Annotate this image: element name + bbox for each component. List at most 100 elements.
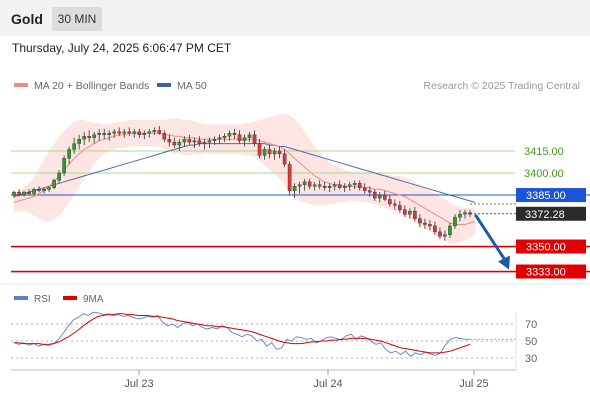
candle-63 [327,183,332,193]
candle-body-65 [337,184,342,188]
candle-5 [37,186,41,193]
candle-9 [57,170,61,184]
candle-56 [292,183,297,198]
candle-body-3 [27,191,31,194]
candle-body-84 [433,225,437,233]
candle-body-28 [152,130,157,133]
candle-82 [423,218,427,229]
candle-body-51 [267,149,272,155]
candle-79 [408,208,412,219]
candle-body-67 [347,184,352,187]
candle-body-75 [388,199,392,205]
candle-body-20 [112,131,117,134]
candle-3 [27,189,31,196]
candle-body-58 [302,181,307,185]
candle-37 [197,136,202,147]
legend-9ma: 9MA [63,294,104,305]
candle-body-1 [17,191,21,196]
level-box-3 [516,239,586,254]
candle-body-9 [57,172,61,181]
candle-77 [398,200,402,213]
rsi-line [13,311,470,357]
candle-35 [187,134,192,146]
candle-71 [367,186,372,197]
candle-41 [217,134,222,144]
candle-body-31 [167,138,172,143]
candle-body-14 [82,136,86,140]
legend-ma20: MA 20 + Bollinger Bands [14,80,149,92]
candle-25 [137,128,142,138]
ma50-label: MA 50 [177,80,207,92]
candle-73 [378,192,382,203]
candle-87 [448,223,452,238]
bollinger-bands [14,114,476,244]
candle-61 [317,180,322,190]
candle-78 [403,205,407,218]
candle-44 [232,128,237,140]
candle-body-39 [207,140,212,143]
candle-body-40 [212,138,217,141]
candle-body-55 [287,163,292,191]
candle-58 [302,178,307,191]
candle-body-33 [177,141,182,146]
candle-body-70 [362,187,367,191]
candle-body-41 [217,137,222,140]
candle-11 [67,146,71,165]
candle-74 [383,190,387,201]
candle-55 [287,161,292,196]
candle-body-61 [317,184,322,187]
level-label-1: 3400.00 [524,168,564,180]
candle-body-85 [438,231,442,237]
candle-body-24 [132,131,137,134]
candle-body-0 [12,191,16,196]
candle-45 [237,130,242,144]
candle-body-62 [322,186,327,188]
price-overlay: 3372.28 [470,203,586,270]
candle-body-23 [127,131,132,134]
rsi-label: RSI [34,294,51,305]
candle-17 [97,128,101,141]
x-tick-label-1: Jul 24 [313,378,342,390]
candle-29 [157,125,162,135]
research-credit: Research © 2025 Trading Central [423,80,580,92]
candle-15 [87,130,91,143]
candle-body-74 [383,194,387,200]
candle-body-77 [398,205,402,210]
timeframe-button[interactable]: 30 MIN [52,7,102,31]
candle-4 [32,187,36,196]
level-label-2: 3385.00 [526,190,566,202]
candle-66 [342,183,347,193]
ma50-swatch [157,83,171,88]
ma9-swatch [63,296,77,301]
candle-30 [162,130,167,143]
x-tick-label-0: Jul 23 [124,378,153,390]
instrument-title: Gold [11,11,43,27]
candle-body-38 [202,141,207,144]
candle-body-87 [448,225,452,235]
candle-69 [357,180,362,191]
candle-40 [212,136,217,146]
candle-body-6 [42,188,46,191]
candle-26 [142,130,147,140]
candle-body-45 [237,134,242,141]
candle-6 [42,187,46,194]
price-levels: 3415.00 3400.00 3385.00 3350.00 3333.00 [11,146,590,279]
candle-48 [252,130,257,147]
rsi-tick-50: 50 [525,336,537,348]
candle-38 [202,139,207,150]
chart-datetime: Thursday, July 24, 2025 6:06:47 PM CET [12,41,232,55]
candle-0 [12,190,16,198]
candle-76 [393,199,397,210]
candle-60 [312,181,317,191]
candle-body-86 [443,234,447,237]
candle-body-26 [142,133,147,135]
candle-49 [257,139,262,159]
candle-body-17 [97,133,101,135]
rsi-swatch [14,296,28,301]
forecast-arrow-head [498,255,510,270]
candle-70 [362,183,367,194]
level-box-4 [516,264,586,279]
level-label-4: 3333.00 [526,267,566,279]
candle-75 [388,195,392,207]
bollinger-band-area [14,114,476,244]
